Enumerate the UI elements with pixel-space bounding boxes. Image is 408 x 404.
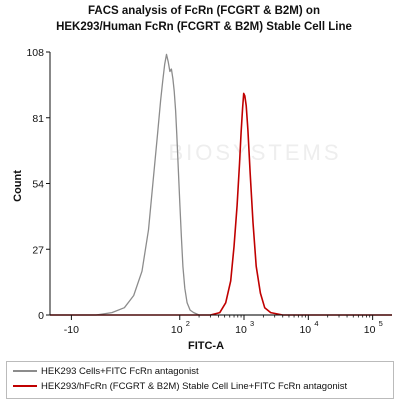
x-tick-exponent-3: 4: [314, 319, 318, 328]
legend-label-0: HEK293 Cells+FITC FcRn antagonist: [41, 366, 199, 377]
x-tick-exponent-4: 5: [379, 319, 383, 328]
legend-entry-1: HEK293/hFcRn (FCGRT & B2M) Stable Cell L…: [13, 380, 347, 394]
x-tick-exponent-1: 2: [186, 319, 190, 328]
chart-legend: HEK293 Cells+FITC FcRn antagonist HEK293…: [6, 361, 394, 399]
legend-swatch-0: [13, 370, 37, 373]
legend-label-1: HEK293/hFcRn (FCGRT & B2M) Stable Cell L…: [41, 381, 348, 392]
y-tick-label-2: 54: [32, 179, 44, 191]
legend-swatch-1: [13, 385, 37, 388]
x-tick-exponent-2: 3: [250, 319, 254, 328]
series-line-1: [50, 92, 392, 316]
series-line-0: [50, 53, 392, 316]
chart-subtitle: HEK293/Human FcRn (FCGRT & B2M) Stable C…: [56, 21, 352, 33]
series-layer: [50, 53, 392, 316]
y-tick-label-3: 81: [32, 113, 44, 125]
x-axis-label: FITC-A: [188, 340, 224, 352]
x-tick-label-3: 10: [299, 324, 311, 336]
y-tick-label-1: 27: [32, 244, 44, 256]
y-tick-label-0: 0: [38, 310, 44, 322]
y-tick-label-4: 108: [26, 47, 44, 59]
y-axis-label: Count: [12, 170, 24, 202]
x-tick-label-1: 10: [171, 324, 183, 336]
x-tick-label-0: -10: [64, 324, 79, 336]
legend-entry-0: HEK293 Cells+FITC FcRn antagonist: [13, 365, 199, 379]
x-tick-label-4: 10: [364, 324, 376, 336]
x-tick-label-2: 10: [235, 324, 247, 336]
chart-title: FACS analysis of FcRn (FCGRT & B2M) on: [88, 5, 320, 17]
watermark-text: BIOSYSTEMS: [168, 140, 341, 165]
